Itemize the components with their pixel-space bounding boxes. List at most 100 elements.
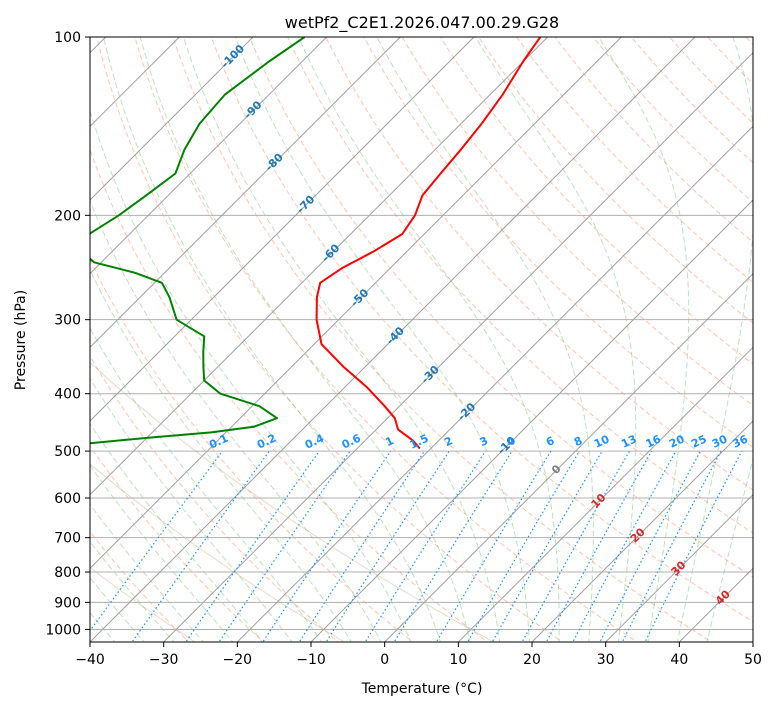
- dry-adiabat-line: [707, 37, 753, 85]
- moist-adiabat-line: [90, 377, 293, 642]
- y-tick-label: 900: [54, 595, 81, 611]
- y-tick-label: 300: [54, 313, 81, 329]
- mixing-ratio-label: 6: [544, 434, 557, 449]
- mixing-ratio-label: 20: [667, 432, 687, 450]
- isotherm-line: [90, 37, 696, 642]
- mixing-ratio-line: [466, 450, 580, 642]
- isobar-gridlines: [90, 37, 753, 630]
- moist-adiabat-line: [90, 269, 352, 642]
- mixing-ratio-label: 0.2: [255, 432, 278, 452]
- moist-adiabat-line: [90, 422, 264, 642]
- moist-adiabat-line: [474, 37, 637, 642]
- dry-adiabat-line: [248, 37, 753, 578]
- x-tick-label: −30: [149, 652, 179, 668]
- isotherm-line: [752, 641, 753, 642]
- moist-adiabat-line: [90, 109, 412, 642]
- y-tick-label: 700: [54, 531, 81, 547]
- mixing-ratio-line: [218, 450, 351, 642]
- dry-adiabat-line: [554, 37, 753, 243]
- temperature-profile-line: [315, 37, 542, 450]
- x-tick-label: 40: [670, 652, 688, 668]
- isotherm-label: -90: [241, 98, 264, 121]
- chart-title: wetPf2_C2E1.2026.047.00.29.G28: [285, 13, 559, 33]
- mixing-ratio-label: 16: [644, 432, 664, 450]
- mixing-ratio-label: 3: [478, 434, 490, 449]
- dry-adiabat-line: [172, 37, 713, 642]
- plot-frame: [89, 36, 754, 643]
- dry-adiabat-line: [134, 37, 638, 642]
- isotherm-line: [90, 37, 254, 201]
- mixing-ratio-label: 13: [619, 433, 638, 451]
- mixing-ratio-label: 25: [689, 433, 708, 451]
- isotherm-line: [90, 37, 475, 422]
- plot-area: -100-90-80-70-60-50-40-30-20-10010203040…: [90, 24, 775, 645]
- x-tick-label: 0: [380, 652, 389, 668]
- x-tick-label: 50: [744, 652, 762, 668]
- isotherm-line: [163, 51, 753, 642]
- moist-adiabat-line: [183, 37, 501, 642]
- mixing-ratio-lines: [90, 450, 743, 642]
- isotherm-line: [90, 37, 401, 349]
- x-tick-label: −10: [296, 652, 326, 668]
- isotherm-line: [605, 493, 753, 642]
- x-tick-label: −40: [75, 652, 105, 668]
- isotherm-line: [531, 420, 753, 642]
- moist-adiabat-line: [90, 327, 323, 642]
- x-tick-label: −20: [223, 652, 253, 668]
- y-tick-label: 100: [54, 30, 81, 46]
- dry-adiabat-line: [287, 37, 753, 534]
- dry-adiabat-line: [325, 37, 753, 491]
- mixing-ratio-line: [572, 450, 677, 642]
- moist-adiabat-line: [298, 37, 560, 642]
- mixing-ratio-line: [90, 450, 223, 632]
- mixing-ratio-label: 0.1: [207, 432, 230, 452]
- y-tick-label: 400: [54, 387, 81, 403]
- moist-adiabat-line: [90, 464, 234, 642]
- mixing-ratio-label: 1.5: [407, 432, 430, 452]
- isotherm-line: [678, 567, 753, 642]
- dry-adiabat-line: [90, 463, 346, 642]
- x-tick-label: 30: [597, 652, 615, 668]
- mixing-ratio-line: [131, 450, 270, 642]
- dry-adiabat-line: [771, 24, 775, 645]
- y-tick-label: 200: [54, 208, 81, 224]
- isotherm-label: -80: [263, 150, 286, 173]
- mixing-ratio-label: 0.6: [340, 431, 363, 451]
- mixing-ratio-line: [644, 450, 743, 642]
- dry-adiabat-line: [90, 445, 265, 642]
- dry-adiabat-line: [439, 37, 753, 365]
- isotherm-label: -60: [319, 241, 342, 264]
- y-tick-label: 500: [54, 444, 81, 460]
- isotherm-line: [310, 199, 753, 642]
- dry-adiabat-line: [592, 37, 753, 203]
- mixing-ratio-line: [298, 450, 425, 642]
- mixing-ratio-label: 8: [572, 434, 584, 449]
- y-axis-ticks: 100 200 300 400 500 600 700 800 900 1000: [45, 30, 90, 638]
- dry-adiabat-line: [90, 148, 489, 642]
- isotherm-line: [90, 37, 549, 496]
- dry-adiabat-line: [363, 37, 753, 448]
- sounding-series: [90, 37, 542, 450]
- x-tick-label: 20: [523, 652, 541, 668]
- mixing-ratio-label: 36: [731, 432, 751, 450]
- mixing-ratio-label: 30: [710, 432, 730, 450]
- isotherm-line: [236, 125, 753, 642]
- x-axis-title: Temperature (°C): [361, 681, 483, 697]
- mixing-ratio-line: [325, 450, 450, 642]
- isotherm-lines: [90, 37, 753, 642]
- dewpoint-profile-line: [90, 37, 306, 445]
- mixing-ratio-label: 0.4: [303, 432, 326, 452]
- moist-adiabat-line: [376, 37, 594, 642]
- moist-adiabat-line: [598, 37, 690, 642]
- moist-adiabat-line: [139, 37, 471, 642]
- mixing-ratio-line: [393, 450, 513, 642]
- x-tick-label: 10: [449, 652, 467, 668]
- moist-adiabat-line: [676, 37, 753, 642]
- mixing-ratio-line: [621, 450, 722, 642]
- isotherm-line: [384, 272, 753, 642]
- isotherm-line: [90, 37, 328, 275]
- dry-adiabat-line: [210, 37, 753, 623]
- mixing-ratio-line: [262, 450, 392, 642]
- mixing-ratio-line: [185, 450, 320, 642]
